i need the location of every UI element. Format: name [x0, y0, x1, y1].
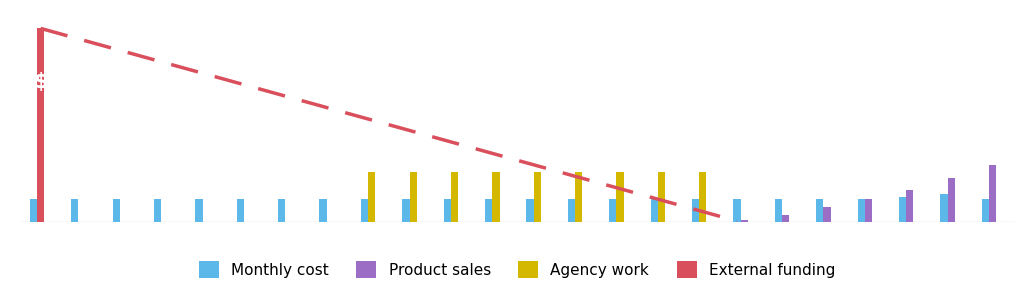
Bar	[279, 199, 286, 222]
Bar	[906, 190, 913, 222]
Bar	[319, 199, 327, 222]
Bar	[493, 172, 500, 222]
Legend: Monthly cost, Product sales, Agency work, External funding: Monthly cost, Product sales, Agency work…	[194, 255, 841, 284]
Bar	[982, 199, 989, 222]
Bar	[360, 199, 369, 222]
Bar	[369, 172, 376, 222]
Bar	[237, 199, 244, 222]
Bar	[402, 199, 410, 222]
Bar	[899, 197, 906, 222]
Text: $: $	[34, 72, 48, 93]
Bar	[154, 199, 161, 222]
Bar	[443, 199, 451, 222]
Bar	[940, 194, 947, 222]
Bar	[72, 199, 79, 222]
Bar	[575, 172, 583, 222]
Bar	[823, 207, 830, 222]
Bar	[864, 199, 872, 222]
Bar	[568, 199, 575, 222]
Bar	[857, 199, 864, 222]
Bar	[616, 172, 624, 222]
Bar	[692, 199, 699, 222]
Bar	[657, 172, 665, 222]
Bar	[37, 28, 44, 222]
Bar	[816, 199, 823, 222]
Bar	[733, 199, 740, 222]
Bar	[113, 199, 120, 222]
Bar	[30, 199, 37, 222]
Bar	[609, 199, 616, 222]
Bar	[699, 172, 707, 222]
Bar	[989, 165, 996, 222]
Bar	[485, 199, 493, 222]
Bar	[782, 215, 790, 222]
Bar	[526, 199, 534, 222]
Bar	[775, 199, 782, 222]
Bar	[650, 199, 657, 222]
Bar	[410, 172, 417, 222]
Bar	[534, 172, 541, 222]
Bar	[947, 178, 954, 222]
Bar	[196, 199, 203, 222]
Bar	[451, 172, 458, 222]
Bar	[740, 220, 748, 222]
